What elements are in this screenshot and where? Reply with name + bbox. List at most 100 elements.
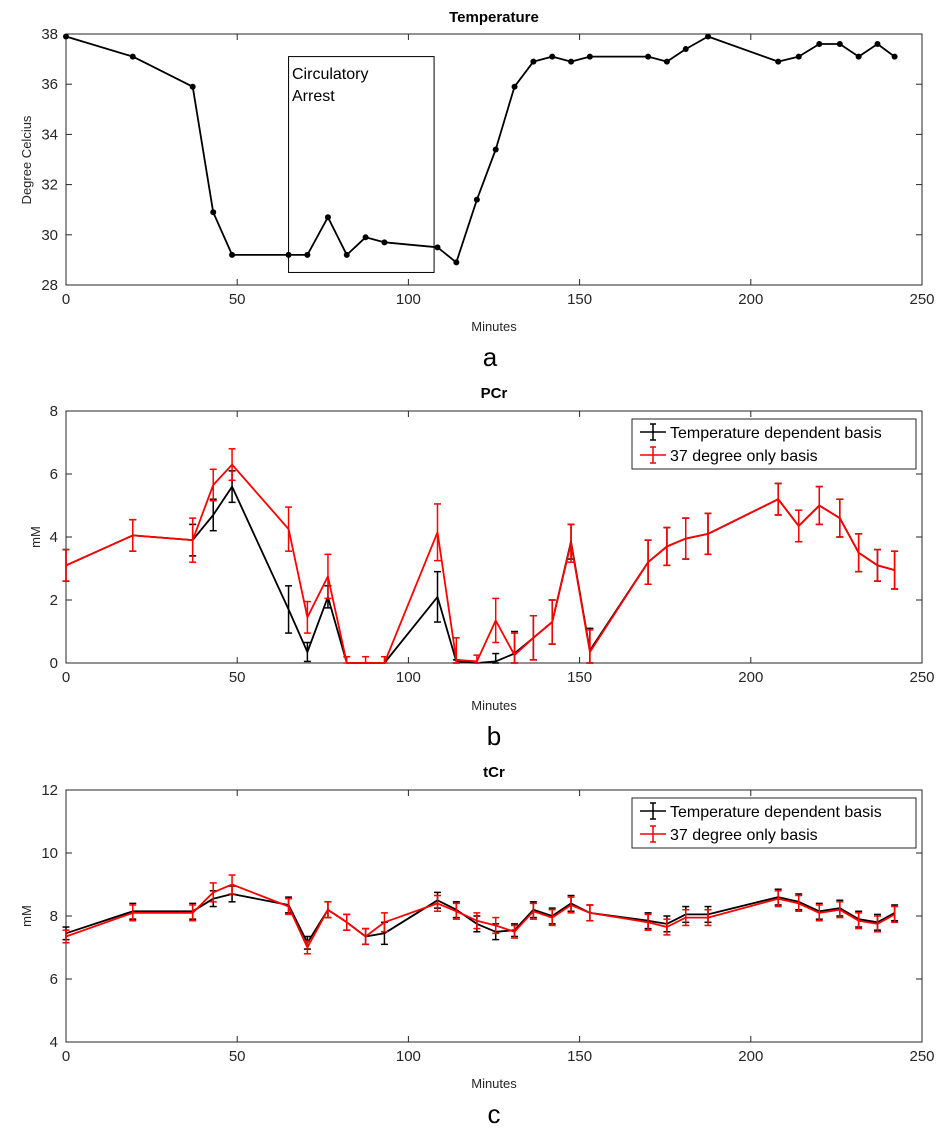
x-tick-label: 250 [909, 1048, 934, 1065]
chart-title: tCr [483, 764, 505, 781]
data-point [324, 214, 331, 221]
legend-swatch-1 [640, 825, 666, 843]
data-point [189, 83, 196, 90]
x-axis-label: Minutes [471, 319, 517, 334]
data-point [492, 146, 499, 153]
data-point [816, 41, 823, 48]
data-point [304, 251, 311, 258]
x-tick-label: 200 [738, 1048, 763, 1065]
data-point [795, 53, 802, 60]
x-tick-label: 200 [738, 291, 763, 308]
y-tick-label: 32 [41, 177, 58, 194]
tcr-panel: tCr Minutes mM c 0 50 100 150 200 250 4 6 8 10 12 T… [19, 764, 935, 1129]
y-axis-label: mM [28, 526, 43, 548]
y-tick-label: 0 [50, 655, 58, 672]
data-point [511, 83, 518, 90]
y-tick-label: 12 [41, 782, 58, 799]
data-point [705, 33, 711, 40]
y-axis-label: Degree Celcius [19, 115, 34, 204]
x-tick-label: 200 [738, 669, 763, 686]
data-point [229, 251, 236, 258]
x-tick-label: 150 [567, 1048, 592, 1065]
panel-label: a [483, 342, 498, 372]
y-tick-label: 34 [41, 126, 58, 143]
x-axis-label: Minutes [471, 698, 517, 713]
x-tick-label: 250 [909, 291, 934, 308]
error-bar [586, 629, 594, 664]
x-tick-label: 0 [62, 669, 70, 686]
y-tick-label: 38 [41, 26, 58, 43]
error-bar [891, 550, 899, 590]
x-tick-label: 100 [396, 291, 421, 308]
data-point [473, 196, 480, 203]
y-tick-label: 30 [41, 227, 58, 244]
data-point [549, 53, 556, 60]
data-point [530, 58, 537, 65]
data-point [855, 53, 862, 60]
data-point [453, 259, 460, 266]
data-point [63, 33, 69, 40]
y-tick-label: 6 [50, 466, 58, 483]
data-point [343, 251, 350, 258]
y-tick-label: 4 [50, 529, 58, 546]
data-point [874, 41, 881, 48]
x-tick-label: 150 [567, 291, 592, 308]
legend-entry-0: Temperature dependent basis [670, 425, 882, 442]
x-tick-label: 100 [396, 669, 421, 686]
data-point [568, 58, 575, 65]
legend-swatch-1 [640, 446, 666, 464]
legend-entry-1: 37 degree only basis [670, 827, 818, 844]
pcr-panel: PCr Minutes mM b 0 50 100 150 200 250 0 2 4 6 8 Tem… [28, 385, 935, 751]
x-axis-label: Minutes [471, 1076, 517, 1091]
y-tick-label: 2 [50, 592, 58, 609]
data-point [210, 209, 217, 216]
y-tick-label: 4 [50, 1034, 58, 1051]
legend-box [631, 418, 917, 470]
y-tick-label: 6 [50, 971, 58, 988]
data-point [285, 251, 292, 258]
data-point [682, 46, 689, 53]
series-line-1 [65, 883, 896, 949]
data-point [434, 244, 441, 251]
data-point [645, 53, 652, 60]
annotation-line-2: Arrest [292, 88, 335, 105]
y-axis-label: mM [19, 905, 34, 927]
x-tick-label: 0 [62, 1048, 70, 1065]
y-tick-label: 28 [41, 277, 58, 294]
series-line-0 [65, 485, 895, 664]
annotation-box [288, 56, 435, 273]
y-tick-label: 10 [41, 845, 58, 862]
data-point [663, 58, 670, 65]
legend-entry-1: 37 degree only basis [670, 448, 818, 465]
legend-swatch-0 [640, 802, 666, 820]
y-tick-label: 36 [41, 76, 58, 93]
error-bar [511, 632, 519, 664]
x-tick-label: 0 [62, 291, 70, 308]
panel-label: b [487, 721, 501, 751]
data-point [775, 58, 782, 65]
data-point [129, 53, 136, 60]
legend-box [631, 797, 917, 849]
x-tick-label: 100 [396, 1048, 421, 1065]
legend-swatch-0 [640, 423, 666, 441]
x-tick-label: 50 [229, 291, 246, 308]
data-point [836, 41, 843, 48]
x-tick-label: 50 [229, 669, 246, 686]
series-line-1 [65, 463, 895, 664]
panel-label: c [488, 1099, 501, 1129]
data-point [586, 53, 593, 60]
chart-title: Temperature [449, 9, 539, 26]
legend-entry-0: Temperature dependent basis [670, 804, 882, 821]
y-tick-label: 8 [50, 908, 58, 925]
plot-frame [65, 33, 923, 286]
error-bar [362, 655, 370, 664]
chart-title: PCr [481, 385, 508, 402]
data-point [381, 239, 388, 246]
annotation-line-1: Circulatory [292, 66, 368, 83]
x-tick-label: 50 [229, 1048, 246, 1065]
y-tick-label: 8 [50, 403, 58, 420]
x-tick-label: 250 [909, 669, 934, 686]
data-point [891, 53, 898, 60]
data-point [362, 234, 369, 241]
